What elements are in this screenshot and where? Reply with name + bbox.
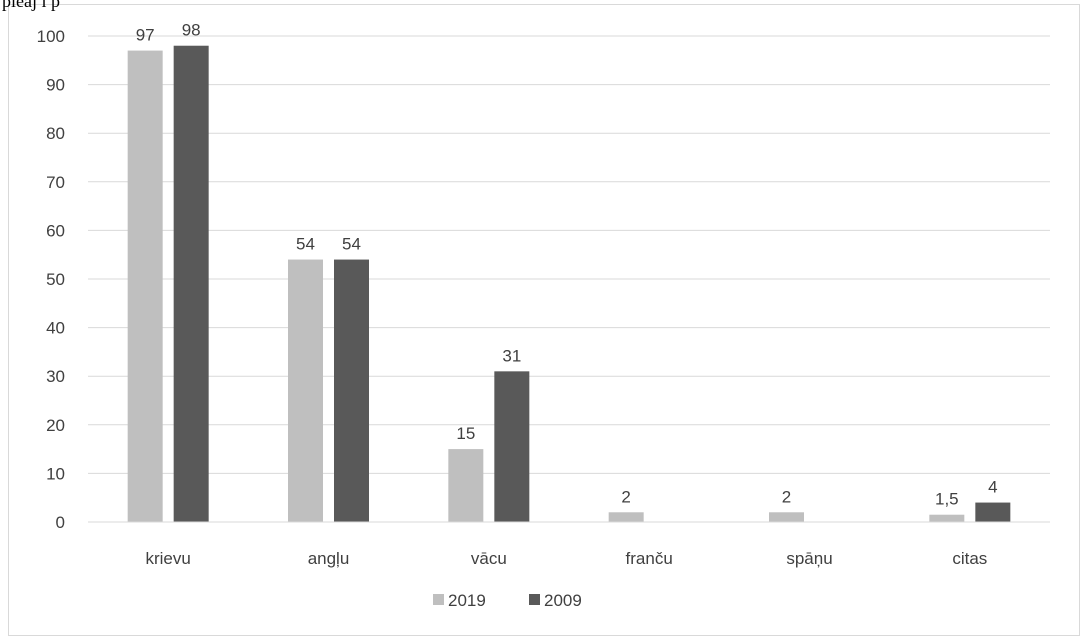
data-label: 15	[456, 424, 475, 443]
y-tick-label: 70	[46, 173, 65, 192]
data-label: 31	[502, 346, 521, 365]
bar-2009	[494, 371, 530, 522]
chart-frame: 0 10 20 30 40 50 60 70 80 90 100 97 98 krievu 54 54 angļ…	[8, 4, 1080, 636]
x-tick-label: franču	[626, 549, 673, 568]
y-tick-label: 80	[46, 124, 65, 143]
y-tick-label: 90	[46, 76, 65, 95]
clipped-caption: pieaj i p	[2, 0, 60, 11]
x-tick-label: angļu	[308, 549, 350, 568]
data-label: 54	[296, 235, 315, 254]
bar-2009	[334, 259, 369, 522]
y-tick-label: 60	[46, 221, 65, 240]
bar-2019	[929, 514, 965, 522]
bar-2009	[173, 45, 209, 522]
bar-2019	[448, 449, 484, 522]
x-tick-label: citas	[952, 549, 987, 568]
data-label: 2	[782, 487, 791, 506]
legend-label-2009: 2009	[544, 591, 582, 610]
x-tick-label: vācu	[471, 549, 507, 568]
data-label: 98	[182, 21, 201, 40]
bar-2019	[608, 512, 644, 522]
data-label: 54	[342, 235, 361, 254]
data-label: 1,5	[935, 490, 959, 509]
bar-2019	[288, 259, 323, 522]
legend-swatch-2009	[529, 594, 540, 605]
y-tick-label: 10	[46, 464, 65, 483]
y-tick-label: 20	[46, 416, 65, 435]
data-label: 2	[621, 487, 630, 506]
bar-2019	[127, 50, 163, 522]
y-tick-label: 0	[56, 513, 65, 532]
y-tick-label: 40	[46, 319, 65, 338]
x-tick-label: krievu	[145, 549, 190, 568]
x-tick-label: spāņu	[786, 549, 832, 568]
legend-label-2019: 2019	[448, 591, 486, 610]
y-tick-label: 30	[46, 367, 65, 386]
bar-2009	[975, 502, 1011, 522]
data-label: 4	[988, 478, 997, 497]
data-label: 97	[136, 26, 155, 45]
bar-2019	[769, 512, 804, 522]
y-tick-label: 100	[37, 27, 65, 46]
bar-chart: 0 10 20 30 40 50 60 70 80 90 100 97 98 krievu 54 54 angļ…	[37, 21, 1050, 610]
legend-swatch-2019	[433, 594, 444, 605]
y-tick-label: 50	[46, 270, 65, 289]
